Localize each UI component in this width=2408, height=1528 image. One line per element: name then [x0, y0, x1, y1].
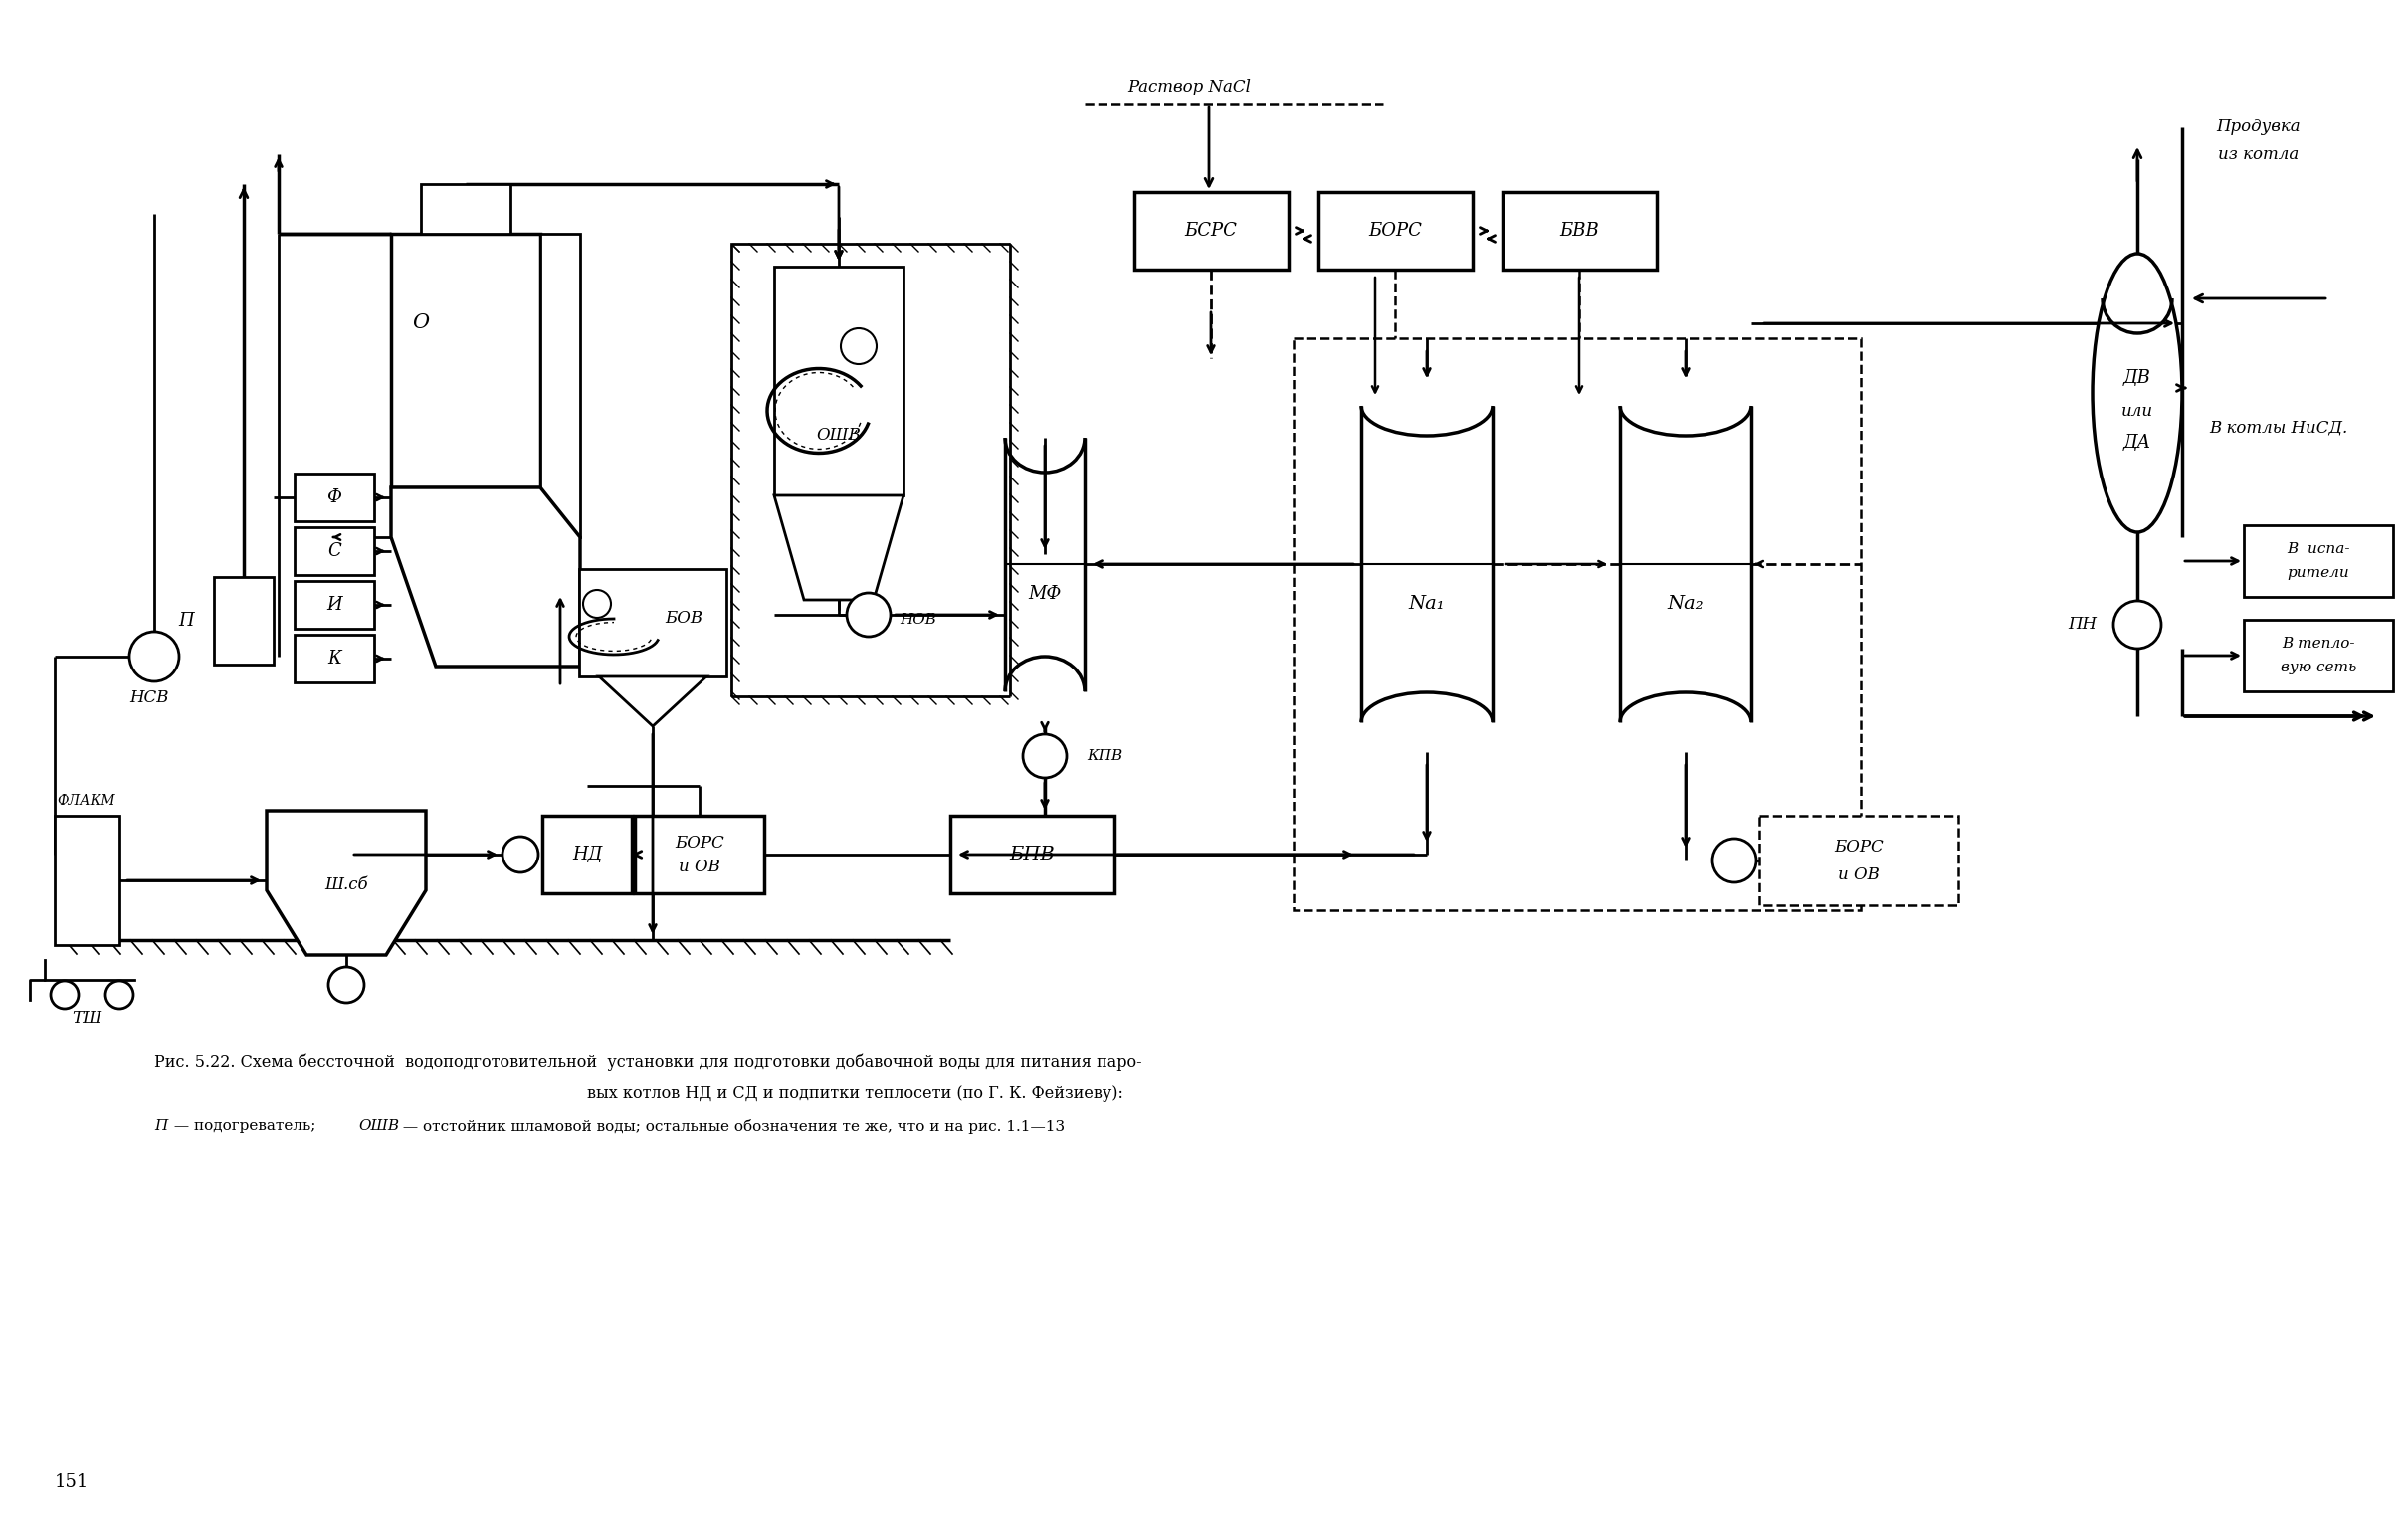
Text: ДВ: ДВ [2124, 370, 2150, 387]
Text: Ш.сб: Ш.сб [325, 877, 368, 894]
Text: НД: НД [573, 845, 602, 863]
Circle shape [130, 631, 178, 681]
Circle shape [503, 837, 539, 872]
Polygon shape [390, 487, 580, 666]
Text: П: П [154, 1118, 169, 1134]
Bar [578, 568, 727, 677]
Text: С: С [327, 542, 342, 561]
Text: НСВ: НСВ [130, 689, 169, 707]
Circle shape [106, 981, 132, 1008]
Bar [542, 816, 631, 894]
Circle shape [840, 329, 877, 364]
Text: и ОВ: и ОВ [1837, 866, 1881, 883]
Text: БПВ: БПВ [1009, 845, 1055, 863]
Bar [421, 183, 510, 234]
Text: БСРС: БСРС [1185, 222, 1238, 240]
Bar [294, 581, 373, 628]
Circle shape [1023, 733, 1067, 778]
Text: 151: 151 [55, 1473, 89, 1491]
Bar [951, 816, 1115, 894]
Bar [1293, 338, 1861, 911]
Bar [1503, 193, 1657, 269]
Polygon shape [267, 811, 426, 955]
Circle shape [1712, 839, 1755, 882]
Text: В  испа-: В испа- [2288, 542, 2350, 556]
Bar [214, 578, 275, 665]
Text: БОВ: БОВ [665, 610, 703, 626]
Text: БВВ: БВВ [1560, 222, 1599, 240]
Text: П: П [178, 611, 195, 630]
Text: НОВ: НОВ [901, 613, 937, 626]
Text: Продувка: Продувка [2218, 119, 2302, 136]
Text: БОРС: БОРС [1835, 839, 1883, 856]
Text: БОРС: БОРС [1368, 222, 1421, 240]
Bar [773, 266, 903, 495]
Text: или: или [2121, 402, 2153, 419]
Circle shape [327, 967, 364, 1002]
Bar [294, 527, 373, 575]
Text: вых котлов НД и СД и подпитки теплосети (по Г. К. Фейзиеву):: вых котлов НД и СД и подпитки теплосети … [588, 1086, 1122, 1103]
Text: БОРС: БОРС [674, 834, 725, 851]
Text: — отстойник шламовой воды; остальные обозначения те же, что и на рис. 1.1—13: — отстойник шламовой воды; остальные обо… [397, 1118, 1064, 1134]
Text: КПВ: КПВ [1086, 749, 1122, 762]
Bar [1320, 193, 1474, 269]
Text: Na₂: Na₂ [1666, 594, 1705, 613]
Circle shape [583, 590, 612, 617]
Polygon shape [773, 495, 903, 601]
Text: — подогреватель;: — подогреватель; [169, 1118, 320, 1134]
Bar [294, 634, 373, 683]
Text: ДА: ДА [2124, 434, 2150, 452]
Text: В тепло-: В тепло- [2283, 637, 2355, 651]
Text: Na₁: Na₁ [1409, 594, 1445, 613]
Text: ПН: ПН [2068, 616, 2097, 633]
Text: В котлы НиСД.: В котлы НиСД. [2211, 419, 2348, 435]
Text: ТШ: ТШ [72, 1008, 101, 1027]
Text: вую сеть: вую сеть [2280, 660, 2357, 674]
Text: МФ: МФ [1028, 585, 1062, 604]
Polygon shape [600, 677, 706, 726]
Text: и ОВ: и ОВ [679, 859, 720, 876]
Bar [55, 816, 120, 944]
Circle shape [848, 593, 891, 637]
Text: рители: рители [2288, 565, 2350, 581]
Text: К: К [327, 649, 342, 668]
Text: ФЛАКМ: ФЛАКМ [58, 795, 116, 808]
Bar [2244, 620, 2394, 691]
Circle shape [2114, 601, 2162, 648]
Text: О: О [412, 313, 429, 333]
Circle shape [51, 981, 79, 1008]
Text: ОШВ: ОШВ [816, 428, 862, 445]
Bar [2244, 526, 2394, 597]
Text: из котла: из котла [2218, 145, 2300, 162]
Ellipse shape [2093, 254, 2182, 532]
Bar [294, 474, 373, 521]
Text: Раствор NaCl: Раствор NaCl [1127, 79, 1250, 96]
Text: ОШВ: ОШВ [359, 1118, 400, 1134]
Bar [1134, 193, 1288, 269]
Bar [539, 234, 580, 538]
Text: Ф: Ф [327, 489, 342, 506]
Text: И: И [327, 596, 342, 614]
Text: Рис. 5.22. Схема бессточной  водоподготовительной  установки для подготовки доба: Рис. 5.22. Схема бессточной водоподготов… [154, 1054, 1141, 1071]
Bar [390, 234, 539, 487]
Bar [1760, 816, 1958, 905]
Bar [636, 816, 763, 894]
